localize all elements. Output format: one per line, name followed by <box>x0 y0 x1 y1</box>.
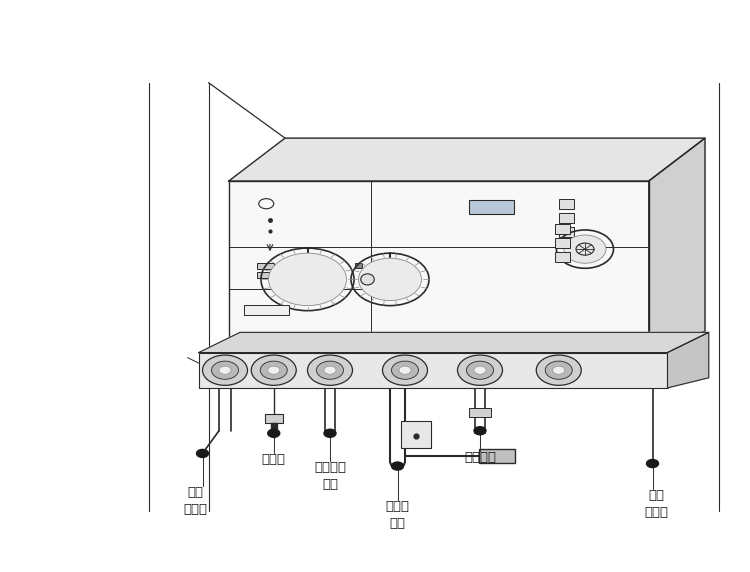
Text: 采暖
回水口: 采暖 回水口 <box>183 486 207 517</box>
Ellipse shape <box>361 274 374 285</box>
Bar <box>469 408 491 417</box>
Circle shape <box>564 235 606 263</box>
Bar <box>559 227 574 237</box>
Circle shape <box>358 258 422 300</box>
Circle shape <box>196 450 208 458</box>
Circle shape <box>474 366 486 374</box>
Bar <box>555 224 570 234</box>
Bar <box>555 238 570 248</box>
Circle shape <box>392 462 404 470</box>
Bar <box>257 263 274 269</box>
Circle shape <box>260 361 287 379</box>
Bar <box>478 450 514 463</box>
Polygon shape <box>229 138 705 181</box>
Bar <box>199 352 668 388</box>
Text: 燃气入口: 燃气入口 <box>464 451 496 464</box>
Circle shape <box>268 253 346 305</box>
Polygon shape <box>668 332 709 388</box>
Bar <box>257 272 274 279</box>
Bar <box>265 414 283 423</box>
Circle shape <box>202 355 248 386</box>
Circle shape <box>458 355 503 386</box>
Circle shape <box>308 355 352 386</box>
Text: 欧洲之星燃气采暖热水炉产品结构示意图: 欧洲之星燃气采暖热水炉产品结构示意图 <box>248 11 502 35</box>
Bar <box>559 213 574 223</box>
Bar <box>401 420 431 448</box>
Circle shape <box>251 355 296 386</box>
Bar <box>229 181 649 352</box>
Circle shape <box>392 361 418 379</box>
Text: 自来水
入口: 自来水 入口 <box>386 500 410 530</box>
Circle shape <box>536 355 581 386</box>
Circle shape <box>324 429 336 438</box>
Bar <box>244 305 289 315</box>
Circle shape <box>219 366 231 374</box>
Text: Europe's elite gas hot water heating furnace product structure diagram: Europe's elite gas hot water heating fur… <box>164 47 586 61</box>
Text: 充注阀: 充注阀 <box>262 454 286 466</box>
Circle shape <box>545 361 572 379</box>
Polygon shape <box>649 138 705 352</box>
Circle shape <box>268 429 280 438</box>
Bar <box>469 200 514 214</box>
Circle shape <box>382 355 427 386</box>
Text: 生活热水
出口: 生活热水 出口 <box>314 461 346 491</box>
Circle shape <box>316 361 344 379</box>
Circle shape <box>466 361 494 379</box>
Circle shape <box>211 361 238 379</box>
Bar <box>355 263 362 268</box>
Bar <box>555 252 570 262</box>
Circle shape <box>646 459 658 467</box>
Circle shape <box>399 366 411 374</box>
Circle shape <box>553 366 565 374</box>
Circle shape <box>268 366 280 374</box>
Text: 采暖
出水口: 采暖 出水口 <box>644 488 668 519</box>
Polygon shape <box>199 332 709 352</box>
Circle shape <box>474 427 486 435</box>
Bar <box>559 198 574 209</box>
Circle shape <box>324 366 336 374</box>
